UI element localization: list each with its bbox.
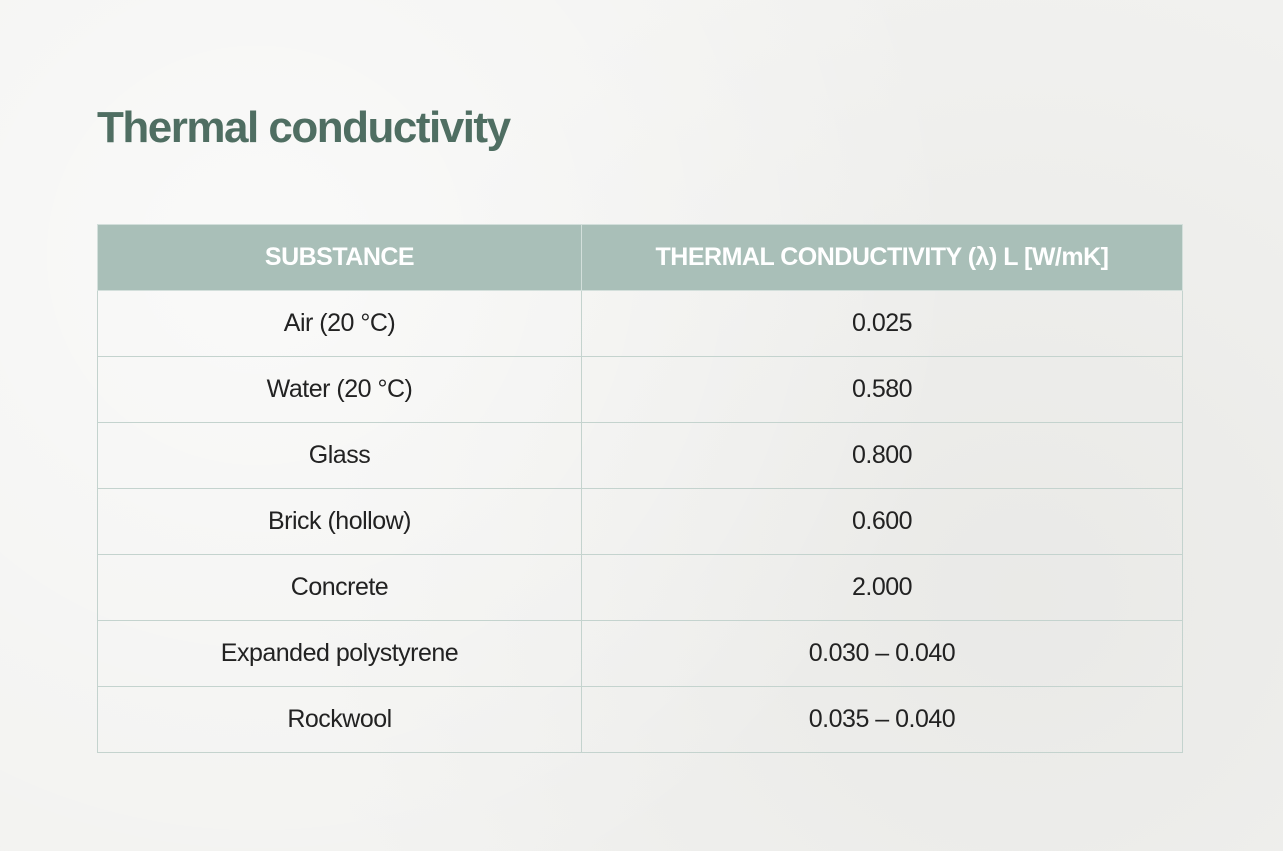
table-row: Glass 0.800 — [97, 422, 1183, 489]
substance-cell: Water (20 °C) — [97, 356, 582, 423]
header-row: SUBSTANCE THERMAL CONDUCTIVITY (λ) L [W/m… — [97, 224, 1183, 291]
value-cell: 0.800 — [581, 422, 1183, 489]
value-cell: 0.035 – 0.040 — [581, 686, 1183, 753]
substance-cell: Glass — [97, 422, 582, 489]
substance-cell: Air (20 °C) — [97, 290, 582, 357]
column-header: THERMAL CONDUCTIVITY (λ) L [W/mK] — [581, 224, 1183, 291]
substance-cell: Concrete — [97, 554, 582, 621]
table-row: Concrete 2.000 — [97, 554, 1183, 621]
table-row: Rockwool 0.035 – 0.040 — [97, 686, 1183, 753]
conductivity-table: SUBSTANCE THERMAL CONDUCTIVITY (λ) L [W/m… — [97, 224, 1183, 753]
value-cell: 0.030 – 0.040 — [581, 620, 1183, 687]
table-row: Water (20 °C) 0.580 — [97, 356, 1183, 423]
column-header: SUBSTANCE — [97, 224, 582, 291]
table-row: Expanded polystyrene 0.030 – 0.040 — [97, 620, 1183, 687]
table-row: Air (20 °C) 0.025 — [97, 290, 1183, 357]
table-row: Brick (hollow) 0.600 — [97, 488, 1183, 555]
table-body: Air (20 °C) 0.025 Water (20 °C) 0.580 Glass 0… — [97, 290, 1183, 753]
value-cell: 2.000 — [581, 554, 1183, 621]
value-cell: 0.600 — [581, 488, 1183, 555]
substance-cell: Brick (hollow) — [97, 488, 582, 555]
page-title: Thermal conductivity — [97, 103, 511, 152]
table-head: SUBSTANCE THERMAL CONDUCTIVITY (λ) L [W/m… — [97, 224, 1183, 291]
value-cell: 0.025 — [581, 290, 1183, 357]
value-cell: 0.580 — [581, 356, 1183, 423]
substance-cell: Rockwool — [97, 686, 582, 753]
substance-cell: Expanded polystyrene — [97, 620, 582, 687]
